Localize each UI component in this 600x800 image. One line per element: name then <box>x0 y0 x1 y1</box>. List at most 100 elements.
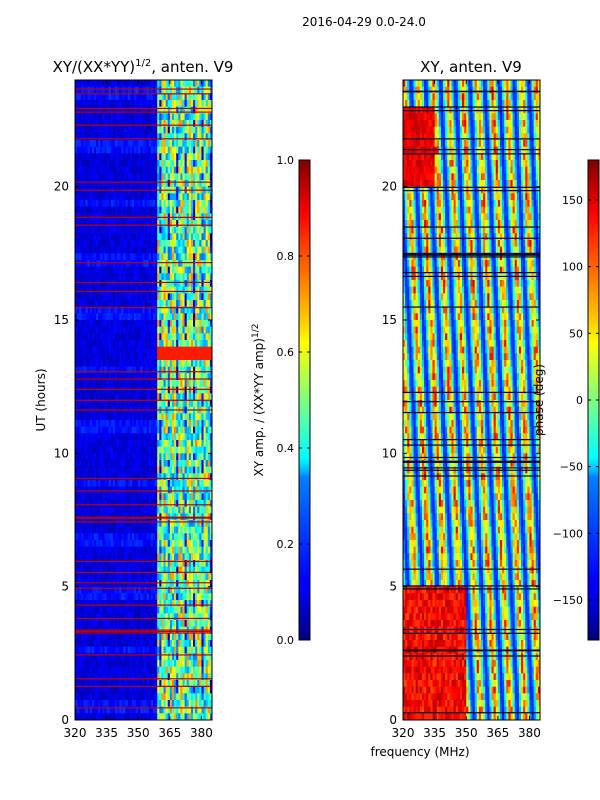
heatmap-cell <box>148 346 152 354</box>
heatmap-cell <box>104 326 108 334</box>
heatmap-cell <box>138 320 141 328</box>
heatmap-cell <box>102 333 105 341</box>
heatmap-cell <box>117 413 120 421</box>
heatmap-cell <box>142 253 145 261</box>
heatmap-cell <box>174 580 177 588</box>
heatmap-cell <box>96 80 99 88</box>
heatmap-cell <box>190 273 194 281</box>
heatmap-cell <box>209 133 212 141</box>
heatmap-cell <box>150 573 154 581</box>
heatmap-cell <box>125 520 129 528</box>
heatmap-cell <box>146 413 150 421</box>
heatmap-cell <box>174 553 177 561</box>
heatmap-cell <box>104 233 108 241</box>
heatmap-cell <box>167 320 171 328</box>
heatmap-cell <box>119 193 122 201</box>
heatmap-cell <box>174 306 177 314</box>
heatmap-cell <box>176 240 179 248</box>
heatmap-cell <box>190 333 194 341</box>
heatmap-cell <box>197 473 200 481</box>
heatmap-cell <box>110 426 114 434</box>
heatmap-cell <box>134 106 137 114</box>
heatmap-cell <box>161 453 164 461</box>
heatmap-cell <box>104 506 108 514</box>
heatmap-cell <box>98 573 101 581</box>
heatmap-cell <box>186 146 190 154</box>
heatmap-cell <box>174 393 177 401</box>
heatmap-cell <box>123 286 126 294</box>
heatmap-cell <box>159 353 162 361</box>
heatmap-cell <box>129 400 133 408</box>
heatmap-cell <box>75 93 78 101</box>
heatmap-cell <box>115 373 118 381</box>
heatmap-cell <box>159 226 162 234</box>
heatmap-cell <box>125 173 129 181</box>
heatmap-cell <box>197 173 200 181</box>
heatmap-cell <box>115 220 118 228</box>
heatmap-cell <box>115 146 118 154</box>
heatmap-cell <box>79 153 82 161</box>
heatmap-cell <box>112 520 116 528</box>
heatmap-cell <box>121 360 124 368</box>
heatmap-cell <box>209 173 212 181</box>
heatmap-cell <box>157 106 160 114</box>
heatmap-cell <box>197 260 200 268</box>
heatmap-cell <box>174 200 177 208</box>
heatmap-cell <box>98 106 101 114</box>
heatmap-cell <box>104 193 108 201</box>
heatmap-cell <box>127 546 131 554</box>
heatmap-cell <box>98 413 101 421</box>
heatmap-cell <box>182 200 185 208</box>
heatmap-cell <box>100 200 103 208</box>
heatmap-cell <box>148 560 152 568</box>
heatmap-cell <box>100 140 103 148</box>
heatmap-cell <box>165 466 169 474</box>
heatmap-cell <box>169 493 173 501</box>
heatmap-cell <box>148 433 152 441</box>
heatmap-cell <box>117 280 120 288</box>
heatmap-cell <box>123 206 126 214</box>
heatmap-cell <box>201 466 204 474</box>
heatmap-cell <box>89 533 93 541</box>
heatmap-cell <box>188 153 192 161</box>
heatmap-cell <box>81 280 84 288</box>
heatmap-cell <box>159 280 162 288</box>
heatmap-cell <box>142 173 145 181</box>
heatmap-cell <box>102 293 105 301</box>
heatmap-cell <box>195 253 198 261</box>
heatmap-cell <box>174 133 177 141</box>
heatmap-cell <box>121 420 124 428</box>
heatmap-cell <box>182 133 185 141</box>
heatmap-cell <box>180 326 183 334</box>
heatmap-cell <box>108 126 112 134</box>
heatmap-cell <box>138 280 141 288</box>
heatmap-cell <box>155 453 158 461</box>
heatmap-cell <box>79 293 82 301</box>
heatmap-cell <box>112 360 116 368</box>
heatmap-cell <box>123 193 126 201</box>
heatmap-cell <box>77 313 80 321</box>
heatmap-cell <box>203 493 207 501</box>
heatmap-cell <box>186 500 190 508</box>
heatmap-cell <box>186 173 190 181</box>
heatmap-cell <box>201 380 204 388</box>
heatmap-cell <box>178 246 181 254</box>
heatmap-cell <box>87 573 91 581</box>
heatmap-cell <box>144 333 148 341</box>
heatmap-cell <box>161 80 164 88</box>
heatmap-cell <box>159 400 162 408</box>
heatmap-cell <box>91 420 95 428</box>
heatmap-cell <box>163 166 167 174</box>
heatmap-cell <box>186 266 190 274</box>
heatmap-cell <box>93 86 97 94</box>
heatmap-cell <box>195 140 198 148</box>
heatmap-cell <box>150 540 154 548</box>
heatmap-cell <box>184 340 188 348</box>
heatmap-cell <box>87 453 91 461</box>
heatmap-cell <box>155 426 158 434</box>
heatmap-cell <box>75 266 78 274</box>
heatmap-cell <box>119 426 122 434</box>
heatmap-cell <box>102 473 105 481</box>
heatmap-cell <box>108 280 112 288</box>
heatmap-cell <box>75 473 78 481</box>
